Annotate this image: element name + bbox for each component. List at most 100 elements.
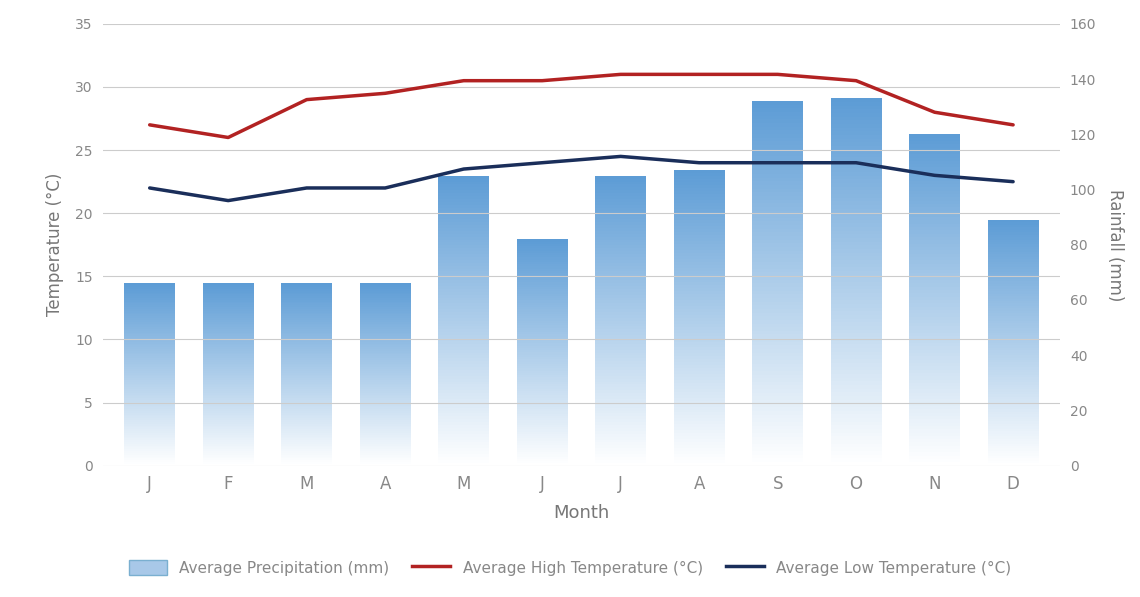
Bar — [909, 167, 960, 171]
Bar — [909, 241, 960, 244]
Bar — [674, 176, 725, 179]
Bar — [909, 327, 960, 330]
Bar — [203, 305, 254, 307]
Bar — [516, 380, 568, 382]
Bar — [438, 428, 489, 431]
Bar — [909, 214, 960, 217]
Bar — [124, 307, 176, 309]
Bar — [359, 285, 410, 287]
Bar — [359, 362, 410, 364]
Bar — [752, 239, 804, 244]
Bar — [516, 352, 568, 355]
Bar — [595, 402, 646, 405]
Bar — [987, 281, 1039, 284]
Bar — [516, 309, 568, 312]
Bar — [674, 256, 725, 259]
Bar — [987, 377, 1039, 380]
Bar — [282, 440, 332, 442]
Bar — [282, 415, 332, 417]
Bar — [909, 250, 960, 254]
Bar — [674, 374, 725, 377]
Bar — [831, 389, 881, 392]
Bar — [831, 117, 881, 121]
Bar — [987, 323, 1039, 325]
Bar — [595, 425, 646, 428]
Bar — [282, 382, 332, 384]
Bar — [987, 328, 1039, 331]
Bar — [124, 373, 176, 374]
Bar — [987, 225, 1039, 227]
Bar — [282, 340, 332, 341]
Bar — [595, 181, 646, 184]
Bar — [831, 264, 881, 267]
Bar — [831, 135, 881, 139]
Bar — [831, 256, 881, 260]
Bar — [595, 228, 646, 231]
Bar — [359, 451, 410, 453]
Bar — [516, 307, 568, 309]
Bar — [831, 205, 881, 208]
Bar — [987, 375, 1039, 377]
Bar — [752, 396, 804, 400]
Bar — [359, 294, 410, 296]
Bar — [516, 355, 568, 357]
Bar — [987, 424, 1039, 426]
Bar — [595, 289, 646, 292]
Bar — [203, 322, 254, 324]
Bar — [203, 376, 254, 378]
Bar — [831, 143, 881, 146]
Bar — [282, 320, 332, 322]
Bar — [282, 301, 332, 303]
Bar — [516, 341, 568, 343]
Bar — [124, 360, 176, 362]
Bar — [359, 291, 410, 293]
Bar — [282, 424, 332, 426]
Bar — [359, 435, 410, 436]
Bar — [438, 399, 489, 402]
Bar — [674, 197, 725, 200]
Bar — [909, 410, 960, 413]
Bar — [831, 444, 881, 447]
Bar — [909, 416, 960, 419]
Bar — [674, 368, 725, 371]
Bar — [674, 344, 725, 347]
Bar — [124, 309, 176, 311]
Bar — [909, 303, 960, 307]
Bar — [124, 331, 176, 333]
Bar — [987, 325, 1039, 328]
Bar — [987, 294, 1039, 296]
Bar — [595, 211, 646, 214]
Bar — [987, 439, 1039, 441]
Bar — [987, 389, 1039, 392]
Bar — [124, 285, 176, 287]
Bar — [359, 404, 410, 405]
Bar — [595, 358, 646, 361]
Bar — [752, 251, 804, 254]
Bar — [909, 403, 960, 406]
Bar — [987, 338, 1039, 340]
Bar — [909, 151, 960, 154]
Bar — [282, 426, 332, 427]
Bar — [203, 438, 254, 440]
Bar — [203, 365, 254, 367]
Bar — [124, 320, 176, 322]
Bar — [595, 436, 646, 439]
Bar — [595, 330, 646, 333]
Bar — [831, 227, 881, 230]
Bar — [752, 138, 804, 141]
Bar — [595, 454, 646, 457]
Bar — [909, 373, 960, 376]
Bar — [674, 448, 725, 451]
Bar — [831, 447, 881, 451]
Bar — [516, 377, 568, 380]
Bar — [203, 384, 254, 386]
Bar — [674, 315, 725, 318]
Bar — [438, 463, 489, 466]
Bar — [831, 370, 881, 374]
Bar — [831, 165, 881, 168]
Bar — [438, 297, 489, 300]
Bar — [909, 147, 960, 151]
Bar — [359, 462, 410, 464]
Bar — [438, 289, 489, 292]
Bar — [438, 402, 489, 405]
